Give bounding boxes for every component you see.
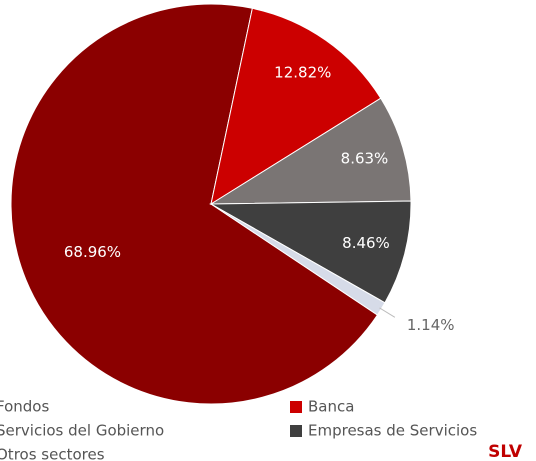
legend-swatch: [290, 425, 302, 437]
pie-slice: [209, 200, 412, 304]
legend-label: Empresas de Servicios: [308, 422, 477, 440]
leader-line: [379, 307, 396, 318]
brand-label: SLV: [488, 442, 523, 461]
pie-slice: [10, 3, 379, 405]
pie-slice: [209, 97, 412, 205]
data-label: 68.96%: [64, 243, 121, 261]
data-label: 1.14%: [407, 316, 455, 334]
legend-label: Otros sectores: [0, 446, 105, 461]
legend-swatch: [290, 401, 302, 413]
legend-label: Fondos: [0, 398, 49, 416]
legend-label: Servicios del Gobierno: [0, 422, 164, 440]
data-label: 8.46%: [342, 234, 390, 252]
legend-label: Banca: [308, 398, 354, 416]
data-label: 12.82%: [274, 63, 331, 81]
pie-slice: [210, 7, 382, 206]
data-label: 8.63%: [341, 149, 389, 167]
